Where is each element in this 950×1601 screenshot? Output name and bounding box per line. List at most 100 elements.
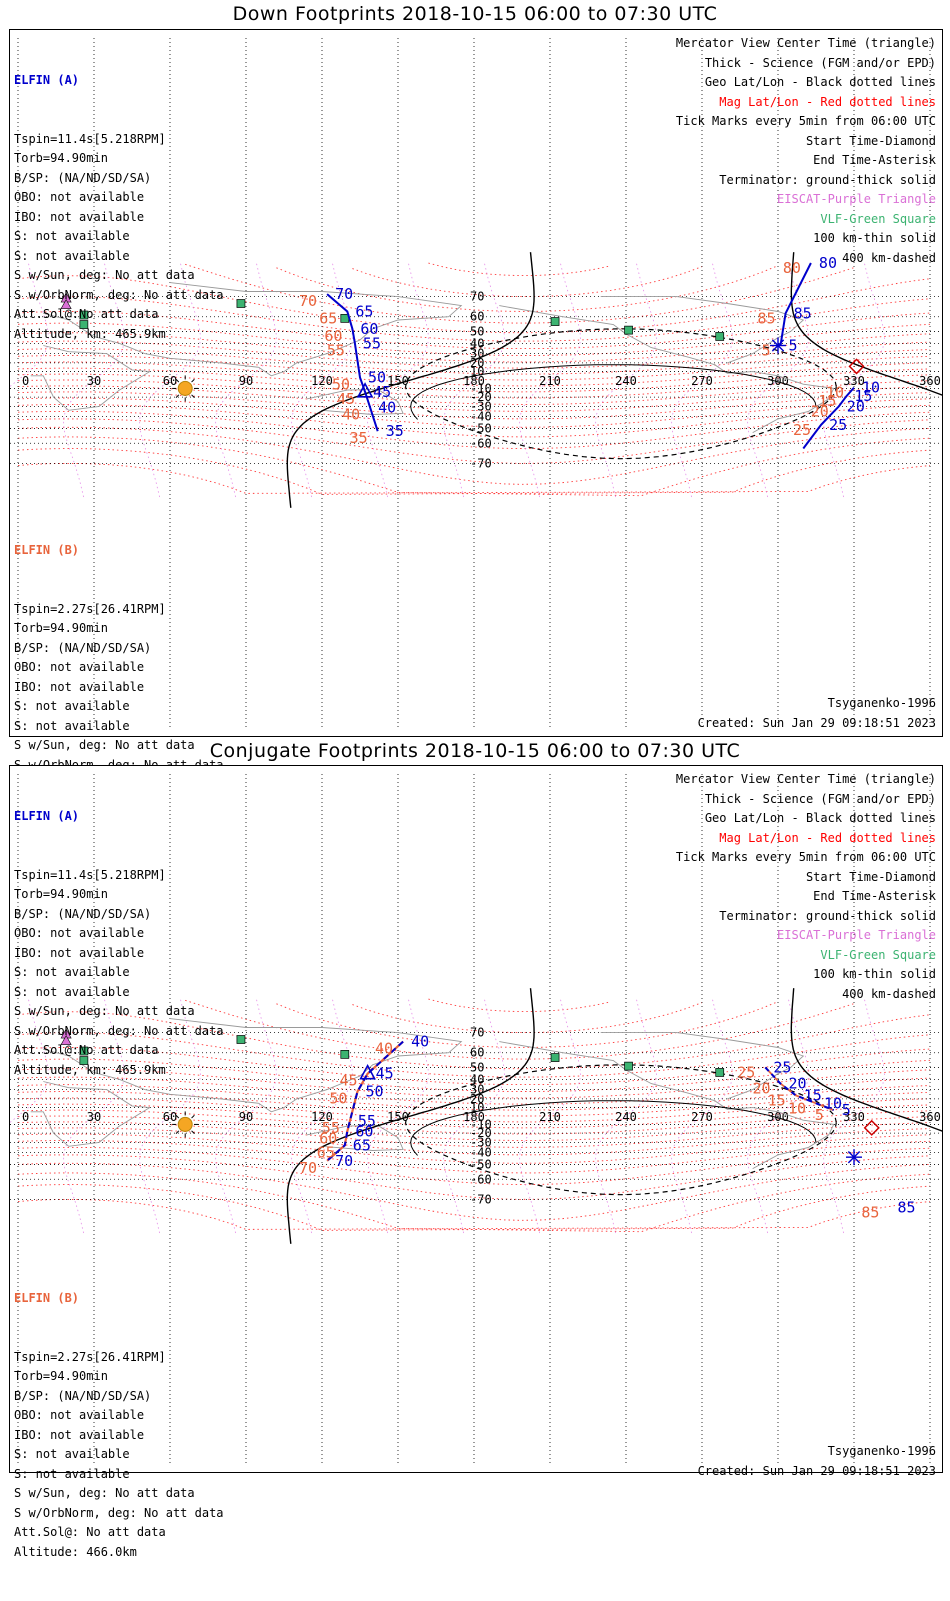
elfin-b-info-line: Tspin=2.27s[26.41RPM] — [14, 601, 166, 616]
elfin-a-tick-label: 20 — [789, 1075, 807, 1093]
mag-lon-line — [63, 998, 125, 1234]
mag-lat-line — [185, 999, 855, 1060]
sun-ray — [175, 378, 180, 383]
elfin-b-tick-label: 60 — [324, 327, 342, 345]
elfin-a-tick-label: 10 — [862, 379, 880, 397]
x-tick-label: 270 — [691, 374, 713, 388]
elfin-b-info-line: IBO: not available — [14, 1427, 145, 1442]
elfin-a-tick-label: 15 — [804, 1086, 822, 1104]
elfin-a-track — [779, 262, 812, 346]
x-tick-label: 240 — [615, 374, 637, 388]
center-time-triangle — [359, 1063, 376, 1080]
elfin-a-info: ELFIN (A) Tspin=11.4s[5.218RPM] Torb=94.9… — [14, 32, 224, 383]
elfin-a-tick-label: 80 — [819, 254, 837, 272]
y-tick-label: -10 — [470, 381, 492, 395]
elfin-b-tick-label: 50 — [329, 1090, 347, 1108]
legend-item: Geo Lat/Lon - Black dotted lines — [704, 811, 936, 825]
elfin-b-info-line: Altitude: 466.0km — [14, 1544, 137, 1559]
mag-lat-line — [352, 1002, 703, 1034]
elfin-b-info-line: S w/Sun, deg: No att data — [14, 1486, 195, 1500]
y-tick-label: -20 — [470, 1126, 492, 1140]
elfin-a-info-line: IBO: not available — [14, 945, 145, 960]
down-footprints-panel: 0 30 60 90 120 150 180 210 240 270 300 330 360 70 60 50… — [9, 29, 943, 811]
mag-lon-line — [443, 998, 505, 1234]
y-tick-label: 20 — [470, 1092, 484, 1106]
elfin-a-header: ELFIN (A) — [14, 809, 80, 823]
mag-lat-line — [17, 1109, 931, 1135]
legend-item: VLF-Green Square — [820, 947, 936, 962]
vlf-station-marker — [236, 299, 246, 308]
vlf-station-marker — [624, 325, 633, 335]
legend-item: Start Time-Diamond — [805, 133, 936, 148]
mag-lat-line — [17, 448, 931, 495]
mag-lat-line — [276, 1001, 779, 1048]
legend-item: Terminator: ground-thick solid — [719, 908, 936, 923]
elfin-b-tick-label: 65 — [319, 309, 337, 327]
elfin-b-tick-label: 40 — [375, 1040, 393, 1058]
legend-item: EISCAT-Purple Triangle — [777, 928, 936, 942]
vlf-station-marker — [236, 1035, 246, 1044]
elfin-b-info-line: S: not available — [14, 718, 130, 733]
x-tick-label: 90 — [239, 374, 253, 388]
elfin-b-tick-label: 70 — [299, 1159, 317, 1177]
mag-lat-line — [17, 361, 931, 387]
mag-lon-line — [10, 998, 49, 1123]
elfin-b-tick-label: 60 — [319, 1129, 337, 1147]
mag-lat-line — [17, 348, 931, 375]
y-tick-label: -60 — [470, 436, 492, 450]
elfin-a-header: ELFIN (A) — [14, 73, 80, 87]
elfin-a-tick-label: 15 — [854, 387, 872, 405]
mag-lon-line — [519, 998, 581, 1234]
vlf-station-marker — [79, 320, 89, 329]
legend-item: End Time-Asterisk — [813, 153, 936, 167]
elfin-a-info-line: Att.Sol@:No att data — [14, 307, 159, 321]
elfin-a-info-line: S w/OrbNorm, deg: No att data — [14, 1023, 224, 1038]
sun-ray — [191, 1114, 195, 1119]
elfin-a-tick-label: 5 — [762, 342, 771, 360]
mag-lon-line — [595, 262, 657, 498]
x-tick-label: 240 — [615, 1110, 637, 1124]
elfin-a-tick-label: 85 — [794, 304, 812, 322]
vlf-station-marker — [715, 332, 725, 341]
mag-lat-line — [17, 1162, 931, 1221]
x-tick-label: 360 — [919, 374, 941, 388]
eiscat-station-marker — [60, 298, 72, 309]
sun-disk — [177, 380, 193, 396]
elfin-b-info-line: Torb=94.90min — [14, 1369, 108, 1383]
legend-item: 100 km-thin solid — [813, 231, 936, 245]
vlf-station-marker — [550, 1053, 560, 1062]
asterisk-stroke — [771, 339, 785, 352]
vlf-station-marker — [550, 317, 560, 326]
legend-item: Geo Lat/Lon - Black dotted lines — [704, 75, 936, 89]
sun-ray — [191, 378, 195, 383]
terminator-ground — [286, 988, 535, 1244]
y-tick-label: -30 — [470, 399, 492, 413]
terminator-ground — [790, 988, 942, 1132]
mag-lat-line — [17, 385, 931, 412]
x-tick-label: 330 — [843, 374, 865, 388]
mag-lon-line — [367, 262, 429, 498]
elfin-b-info-line: B/SP: (NA/ND/SD/SA) — [14, 640, 152, 655]
elfin-b-info-line: Tspin=2.27s[26.41RPM] — [14, 1349, 166, 1364]
y-tick-label: 40 — [470, 1072, 484, 1086]
mag-lat-line — [17, 397, 931, 428]
elfin-b-tick-label: 70 — [335, 285, 353, 303]
legend-item: Mercator View Center Time (triangle) — [675, 36, 936, 50]
elfin-a-info-line: S: not available — [14, 965, 130, 979]
elfin-b-tick-label: 70 — [335, 1152, 353, 1170]
elfin-a-info-line: Tspin=11.4s[5.218RPM] — [14, 867, 166, 882]
elfin-a-tick-label: 5 — [789, 337, 798, 355]
conjugate-footprints-map: 0 30 60 90 120 150 180 210 240 270 300 330 360706050… — [10, 774, 942, 1466]
x-tick-label: 360 — [919, 1110, 941, 1124]
conjugate-footprints-panel: 0 30 60 90 120 150 180 210 240 270 300 330 360 70 60 50… — [9, 765, 943, 1559]
x-tick-label: 90 — [239, 1110, 253, 1124]
vlf-station-marker — [624, 1061, 633, 1071]
y-tick-label: 20 — [470, 356, 484, 370]
x-tick-label: 120 — [311, 374, 333, 388]
mag-lon-line — [671, 262, 733, 498]
coastline — [499, 1041, 835, 1169]
elfin-b-tick-label: 35 — [350, 429, 368, 447]
mag-lon-line — [63, 262, 125, 498]
mag-lat-line — [428, 998, 611, 1013]
panel-title-conjugate: Conjugate Footprints 2018-10-15 06:00 to… — [209, 740, 741, 762]
